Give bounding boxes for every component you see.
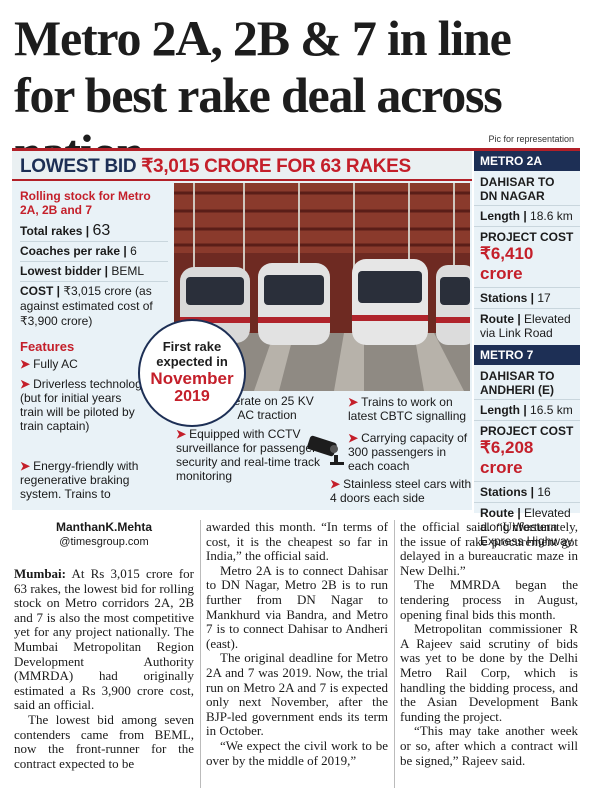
coaches-label: Coaches per rake | bbox=[20, 244, 127, 258]
article-paragraph: the official said. “Unfortunately, the i… bbox=[400, 519, 578, 578]
article-paragraph: “This may take another week or so, after… bbox=[400, 723, 578, 768]
arrow-icon: ➤ bbox=[20, 459, 31, 473]
article-paragraph: awarded this month. “In terms of cost, i… bbox=[206, 519, 388, 564]
route-label: Route | bbox=[480, 506, 521, 520]
article-paragraph: Metro 2A is to connect Dahisar to DN Nag… bbox=[206, 562, 388, 651]
byline-email: @timesgroup.com bbox=[59, 536, 149, 548]
article-paragraph: Mumbai: At Rs 3,015 crore for 63 rakes, … bbox=[14, 566, 194, 713]
stations-label: Stations | bbox=[480, 485, 535, 499]
metro7-stations: Stations | 16 bbox=[474, 481, 580, 502]
corridor-details-panel: METRO 2A DAHISAR TO DN NAGAR Length | 18… bbox=[472, 151, 580, 548]
feature-steel-cars: ➤ Stainless steel cars with 4 doors each … bbox=[330, 477, 472, 505]
metro2a-length: Length | 18.6 km bbox=[474, 205, 580, 226]
arrow-icon: ➤ bbox=[20, 357, 31, 371]
feature-text: Energy-friendly with regenerative brakin… bbox=[20, 459, 139, 501]
arrow-icon: ➤ bbox=[176, 427, 187, 441]
article-paragraph: The lowest bid among seven contenders ca… bbox=[14, 711, 194, 771]
arrow-icon: ➤ bbox=[20, 377, 31, 391]
metro2a-stations: Stations | 17 bbox=[474, 287, 580, 308]
feature-capacity: ➤ Carrying capacity of 300 passengers in … bbox=[348, 431, 472, 473]
feature-text: Driverless technology (but for initial y… bbox=[20, 377, 148, 433]
paragraph-text: At Rs 3,015 crore for 63 rakes, the lowe… bbox=[14, 566, 194, 713]
feature-traction: operate on 25 KV AC traction bbox=[212, 394, 322, 422]
lowest-bid-label: LOWEST BID bbox=[20, 156, 137, 177]
article-paragraph: The original deadline for Metro 2A and 7… bbox=[206, 650, 388, 739]
article-paragraph: Metropolitan commissioner R A Rajeev sai… bbox=[400, 621, 578, 724]
route-label: Route | bbox=[480, 312, 521, 326]
metro7-length: Length | 16.5 km bbox=[474, 399, 580, 420]
cctv-camera-icon bbox=[304, 433, 352, 465]
infographic: LOWEST BID ₹3,015 CRORE FOR 63 RAKES bbox=[12, 148, 580, 548]
metro7-header: METRO 7 bbox=[474, 345, 580, 365]
article-column-3: the official said. “Unfortunately, the i… bbox=[400, 519, 578, 768]
feature-text: Equipped with CCTV surveillance for pass… bbox=[176, 427, 321, 483]
metro2a-cost-label: PROJECT COST bbox=[474, 226, 580, 244]
metro7-cost-value: ₹6,208 crore bbox=[480, 438, 534, 477]
feature-cbtc: ➤ Trains to work on latest CBTC signallin… bbox=[348, 395, 472, 423]
arrow-icon: ➤ bbox=[348, 431, 359, 445]
length-value: 16.5 km bbox=[530, 403, 573, 417]
coaches-value: 6 bbox=[130, 244, 137, 258]
article-column-1: ManthanK.Mehta @timesgroup.com Mumbai: A… bbox=[14, 520, 194, 771]
badge-year: 2019 bbox=[174, 388, 210, 405]
metro7-route: Route | Elevated along Western Express H… bbox=[474, 502, 580, 551]
stations-label: Stations | bbox=[480, 291, 535, 305]
column-rule bbox=[394, 520, 395, 788]
coaches-row: Coaches per rake | 6 bbox=[20, 242, 168, 262]
features-label: Features bbox=[20, 339, 75, 354]
cost-value: ₹3,015 crore (as against estimated cost … bbox=[20, 284, 153, 328]
feature-text: Trains to work on latest CBTC signalling bbox=[348, 395, 467, 423]
cost-label: COST | bbox=[20, 284, 61, 298]
feature-driverless: ➤ Driverless technology (but for initial … bbox=[20, 377, 148, 433]
stations-value: 17 bbox=[537, 291, 551, 305]
badge-text: First rake expected in bbox=[156, 339, 228, 369]
arrow-icon: ➤ bbox=[348, 395, 359, 409]
dateline: Mumbai: bbox=[14, 566, 66, 581]
pic-credit: Pic for representation bbox=[488, 134, 574, 144]
bidder-row: Lowest bidder | BEML bbox=[20, 262, 168, 282]
first-rake-badge: First rake expected in November 2019 bbox=[138, 319, 246, 427]
total-rakes-row: Total rakes | 63 bbox=[20, 221, 168, 242]
metro2a-route-name: DAHISAR TO DN NAGAR bbox=[480, 175, 555, 203]
lowest-bid-value: ₹3,015 CRORE FOR 63 RAKES bbox=[141, 156, 411, 177]
headline: Metro 2A, 2B & 7 in line for best rake d… bbox=[14, 10, 512, 180]
route-value: Elevated along Western Express Highway bbox=[480, 506, 573, 548]
metro2a-header: METRO 2A bbox=[474, 151, 580, 171]
feature-text: operate on 25 KV AC traction bbox=[220, 394, 314, 422]
feature-fully-ac: ➤ Fully AC bbox=[20, 357, 160, 371]
badge-month: November bbox=[150, 369, 234, 388]
stations-value: 16 bbox=[537, 485, 551, 499]
feature-energy: ➤ Energy-friendly with regenerative braki… bbox=[20, 459, 170, 501]
metro2a-cost-value: ₹6,410 crore bbox=[480, 244, 534, 283]
feature-text: Stainless steel cars with 4 doors each s… bbox=[330, 477, 472, 505]
arrow-icon: ➤ bbox=[330, 477, 341, 491]
bidder-label: Lowest bidder | bbox=[20, 264, 109, 278]
total-rakes-value: 63 bbox=[92, 222, 111, 239]
rolling-stock-title: Rolling stock for Metro 2A, 2B and 7 bbox=[20, 189, 151, 217]
rolling-stock-panel: Rolling stock for Metro 2A, 2B and 7 Tot… bbox=[12, 183, 174, 353]
length-value: 18.6 km bbox=[530, 209, 573, 223]
feature-cctv: ➤ Equipped with CCTV surveillance for pas… bbox=[176, 427, 324, 483]
feature-text: Carrying capacity of 300 passengers in e… bbox=[348, 431, 468, 473]
column-rule bbox=[200, 520, 201, 788]
article-column-2: awarded this month. “In terms of cost, i… bbox=[206, 519, 388, 768]
length-label: Length | bbox=[480, 403, 527, 417]
metro7-route-name: DAHISAR TO ANDHERI (E) bbox=[480, 369, 555, 397]
article-paragraph: The MMRDA began the tendering process in… bbox=[400, 577, 578, 622]
length-label: Length | bbox=[480, 209, 527, 223]
article-paragraph: “We expect the civil work to be over by … bbox=[206, 737, 388, 768]
metro2a-route: Route | Elevated via Link Road bbox=[474, 308, 580, 343]
lowest-bid-bar: LOWEST BID ₹3,015 CRORE FOR 63 RAKES bbox=[12, 151, 472, 181]
feature-text: Fully AC bbox=[33, 357, 78, 371]
route-value: Elevated via Link Road bbox=[480, 312, 571, 340]
metro7-cost-label: PROJECT COST bbox=[474, 420, 580, 438]
total-rakes-label: Total rakes | bbox=[20, 224, 90, 238]
bidder-value: BEML bbox=[111, 264, 145, 278]
cost-row: COST | ₹3,015 crore (as against estimate… bbox=[20, 282, 168, 331]
byline-name: ManthanK.Mehta bbox=[56, 520, 152, 534]
